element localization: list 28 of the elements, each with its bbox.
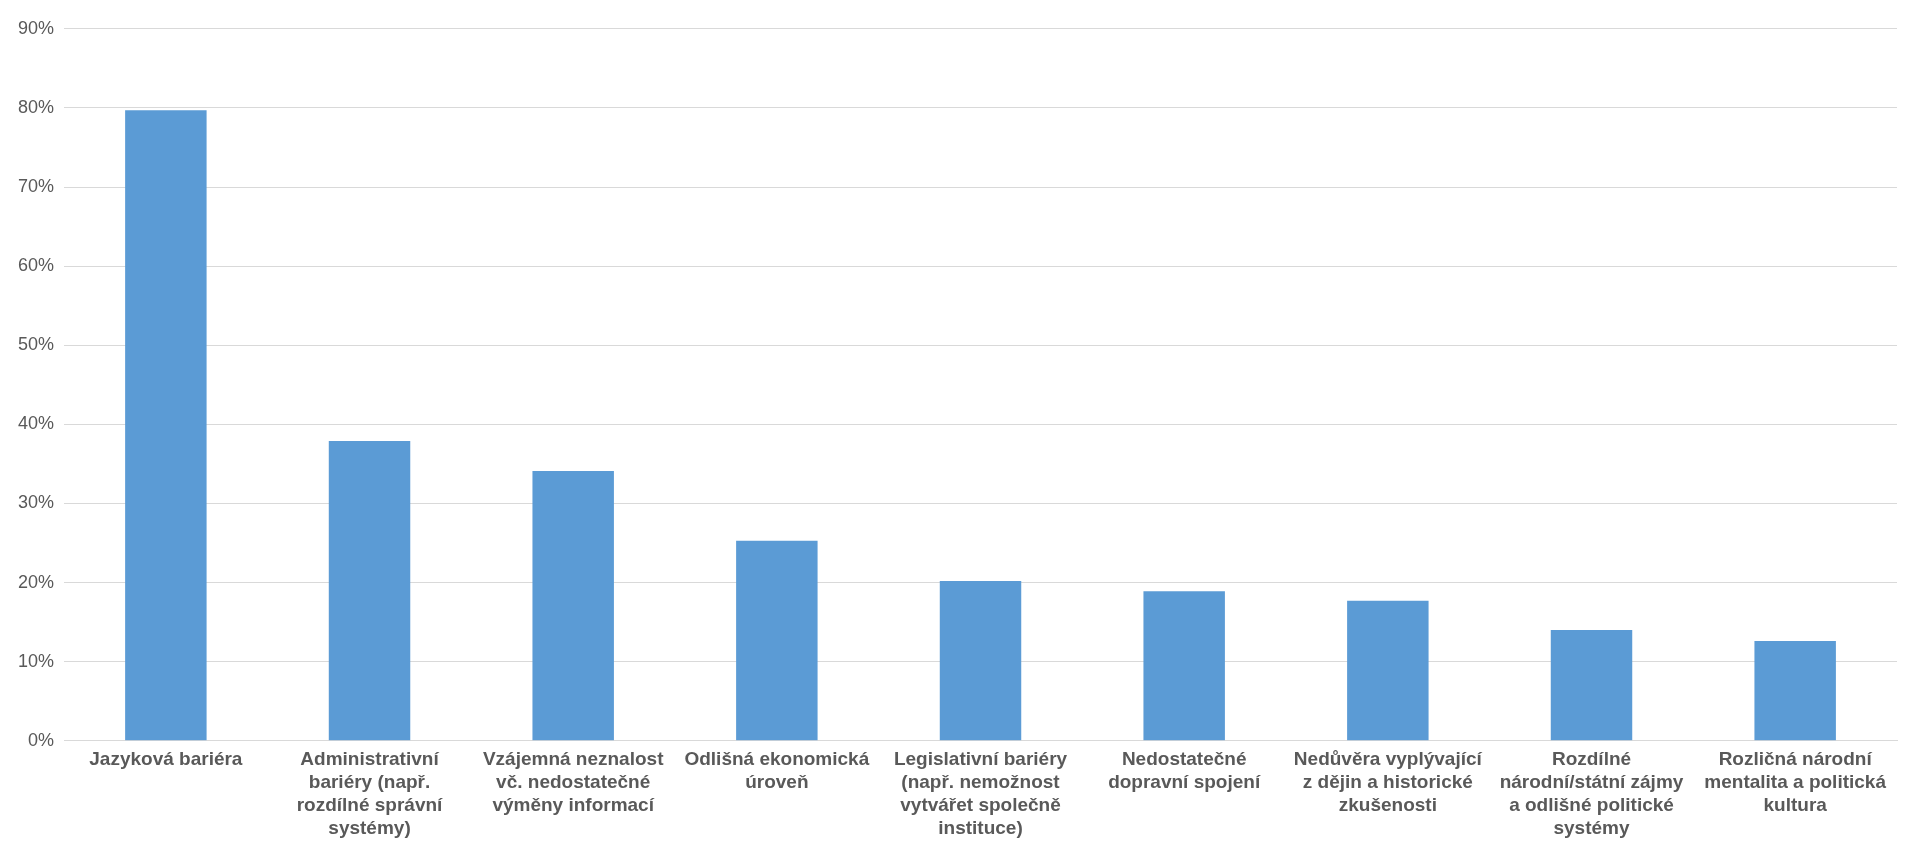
y-tick-label: 30%	[18, 492, 55, 513]
x-tick-label: Odlišná ekonomická úroveň	[684, 748, 870, 793]
x-tick-label: Rozdílné národní/státní zájmy a odlišné politické systémy	[1499, 748, 1684, 838]
y-tick-label: 40%	[18, 413, 55, 434]
bar	[328, 440, 411, 741]
y-tick-label: 20%	[18, 571, 55, 592]
bar	[532, 471, 614, 741]
y-tick-label: 80%	[18, 96, 55, 117]
y-tick-label: 60%	[18, 255, 55, 276]
bar	[736, 540, 818, 741]
bar	[1143, 591, 1225, 741]
x-tick-label: Nedůvěra vyplývající z dějin a historické zkušenosti	[1293, 748, 1483, 816]
bar	[1347, 600, 1429, 741]
x-tick-label: Legislativní bariéry (např. nemožnost vytvářet společně instituce)	[893, 748, 1068, 838]
bar	[1754, 641, 1836, 741]
bar	[1550, 630, 1633, 741]
x-tick-label: Administrativní bariéry (např. rozdílné správní systémy)	[296, 748, 444, 838]
x-tick-label: Vzájemná neznalost vč. nedostatečné výměny informací	[482, 748, 665, 816]
y-tick-label: 50%	[18, 334, 55, 355]
x-tick-label: Jazyková bariéra	[89, 748, 243, 770]
y-tick-label: 0%	[28, 729, 55, 750]
y-tick-label: 10%	[18, 650, 55, 671]
x-tick-label: Nedostatečné dopravní spojení	[1108, 748, 1261, 793]
x-tick-label: Rozličná národní mentalita a politická kultura	[1704, 748, 1887, 816]
y-tick-label: 70%	[18, 175, 55, 196]
bar	[125, 110, 207, 741]
y-tick-label: 90%	[18, 17, 55, 38]
bar	[939, 581, 1022, 741]
